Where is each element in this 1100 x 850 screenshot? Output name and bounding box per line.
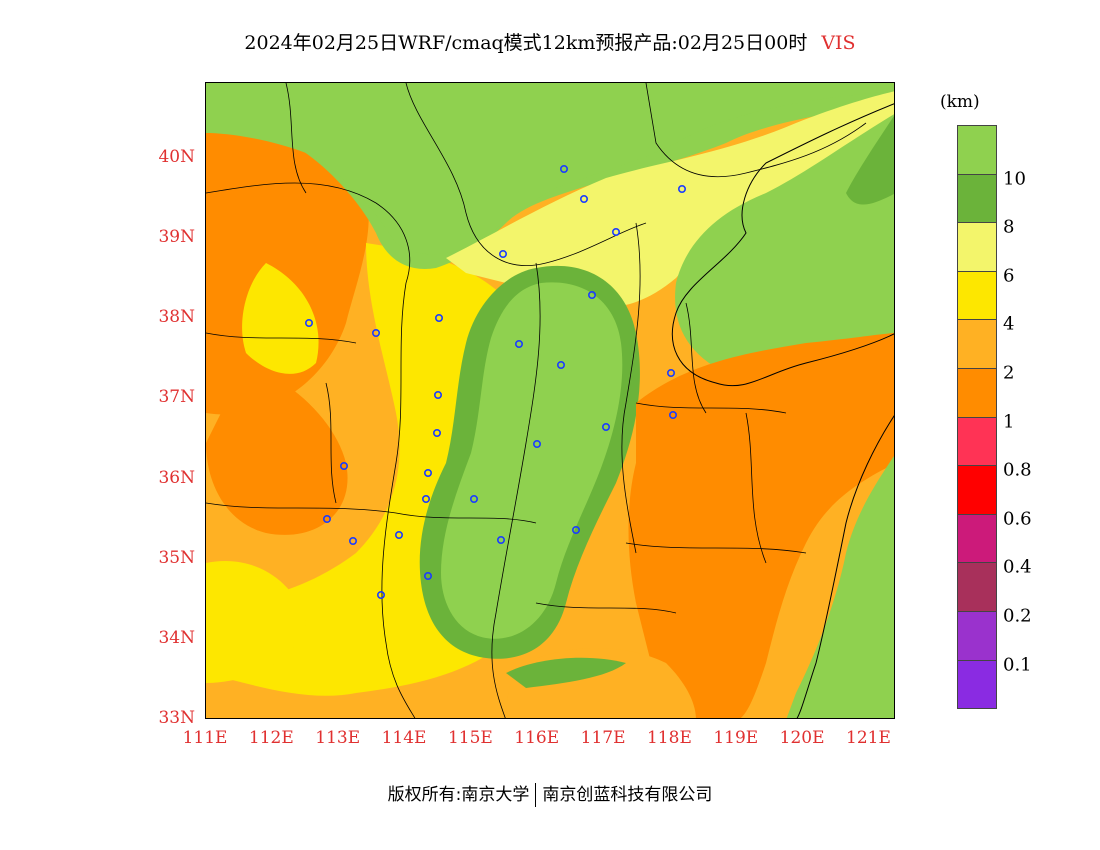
admin-boundaries (206, 83, 867, 718)
field-east-dark-orange (628, 333, 894, 718)
legend-swatch (957, 125, 997, 175)
title-variable: VIS (821, 32, 856, 54)
legend-label: 0.2 (1003, 605, 1032, 627)
legend-swatch (957, 173, 997, 224)
city-marker (305, 319, 314, 328)
city-marker (498, 250, 507, 259)
city-marker (611, 228, 620, 237)
legend-swatch (957, 513, 997, 564)
legend-label: 6 (1003, 265, 1015, 287)
field-ne-light-yellow (446, 91, 894, 307)
legend-swatch (957, 416, 997, 467)
lat-tick-label: 38N (158, 307, 195, 328)
city-marker (514, 339, 523, 348)
city-marker (422, 494, 431, 503)
city-markers (305, 165, 686, 599)
field-south-green-belt (506, 657, 626, 688)
legend-swatch (957, 270, 997, 321)
city-marker (434, 390, 443, 399)
city-marker (349, 536, 358, 545)
lon-tick-label: 112E (248, 728, 294, 748)
lat-tick-label: 33N (158, 708, 195, 728)
color-legend (957, 125, 997, 710)
city-marker (377, 590, 386, 599)
city-marker (424, 468, 433, 477)
footer-credits: 版权所有:南京大学 南京创蓝科技有限公司 (0, 780, 1100, 807)
city-marker (677, 185, 686, 194)
footer-company: 南京创蓝科技有限公司 (542, 785, 713, 805)
lat-tick-label: 40N (158, 147, 195, 168)
city-marker (323, 514, 332, 523)
lon-tick-label: 116E (514, 728, 560, 748)
city-marker (601, 422, 610, 431)
city-marker (668, 410, 677, 419)
lon-tick-label: 117E (580, 728, 626, 748)
city-marker (340, 461, 349, 470)
field-west-yellow (242, 263, 319, 374)
legend-swatch (957, 610, 997, 661)
visibility-map (206, 83, 894, 718)
field-plain-green (441, 282, 623, 639)
lon-tick-label: 119E (713, 728, 759, 748)
lon-tick-label: 118E (646, 728, 692, 748)
field-sea-green (675, 114, 894, 385)
legend-unit: (km) (940, 92, 980, 112)
city-marker (433, 428, 442, 437)
field-sea-dark-green (846, 116, 894, 205)
legend-label: 10 (1003, 168, 1026, 190)
city-marker (556, 360, 565, 369)
lon-tick-label: 115E (447, 728, 493, 748)
city-marker (469, 494, 478, 503)
lon-tick-label: 111E (182, 728, 228, 748)
city-marker (587, 291, 596, 300)
chart-title: 2024年02月25日WRF/cmaq模式12km预报产品:02月25日00时 V… (0, 28, 1100, 55)
legend-swatch (957, 465, 997, 515)
legend-label: 1 (1003, 411, 1015, 433)
map-panel (205, 82, 895, 719)
legend-swatch (957, 659, 997, 710)
footer-owner: 版权所有:南京大学 (387, 785, 530, 805)
city-marker (666, 368, 675, 377)
legend-label: 2 (1003, 362, 1015, 384)
field-north-green-2 (206, 83, 894, 255)
legend-label: 8 (1003, 216, 1015, 238)
city-marker (559, 165, 568, 174)
field-west-orange-2 (206, 363, 348, 535)
city-marker (435, 314, 444, 323)
legend-swatch (957, 367, 997, 418)
legend-label: 0.1 (1003, 654, 1032, 676)
lat-tick-label: 39N (158, 227, 195, 248)
city-marker (571, 525, 580, 534)
legend-label: 0.4 (1003, 556, 1032, 578)
title-main: 2024年02月25日WRF/cmaq模式12km预报产品:02月25日00时 (244, 32, 808, 54)
legend-swatch (957, 319, 997, 369)
legend-swatch (957, 562, 997, 612)
lat-tick-label: 37N (158, 387, 195, 408)
coastline-bohai (671, 103, 894, 387)
lon-tick-label: 113E (315, 728, 361, 748)
legend-swatch (957, 222, 997, 272)
lat-tick-label: 36N (158, 467, 195, 488)
city-marker (496, 535, 505, 544)
city-marker (579, 195, 588, 204)
footer-separator (535, 783, 537, 807)
field-se-green (786, 456, 894, 718)
city-marker (372, 329, 381, 338)
city-marker (395, 530, 404, 539)
city-marker (424, 571, 433, 580)
legend-label: 0.8 (1003, 459, 1032, 481)
legend-label: 4 (1003, 313, 1015, 335)
legend-label: 0.6 (1003, 508, 1032, 530)
lat-tick-label: 34N (158, 627, 195, 648)
coastline-yellow-sea (796, 415, 894, 718)
lon-tick-label: 114E (381, 728, 427, 748)
lon-tick-label: 120E (779, 728, 825, 748)
lon-tick-label: 121E (846, 728, 891, 748)
city-marker (532, 439, 541, 448)
lat-tick-label: 35N (158, 547, 195, 568)
field-sw-yellow (206, 561, 306, 683)
